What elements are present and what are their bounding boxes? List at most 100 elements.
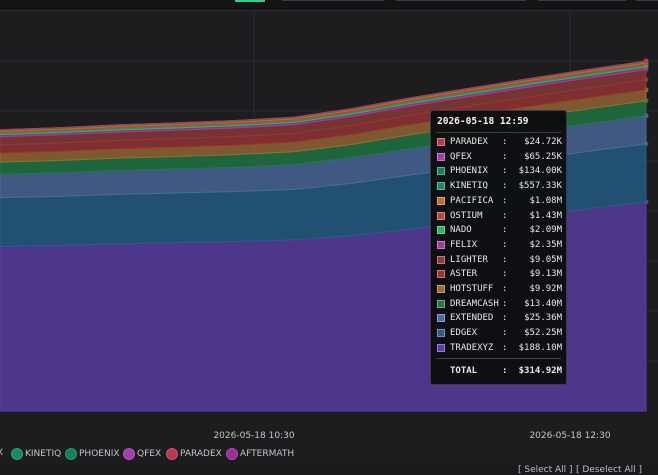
tooltip-row-dreamcash: DREAMCASH: $13.40M	[436, 298, 562, 310]
legend-label: QFEX	[137, 449, 162, 459]
legend-label: PHOENIX	[79, 449, 120, 459]
tooltip-row-felix: FELIX: $2.35M	[436, 239, 562, 251]
tooltip-row-lighter: LIGHTER: $9.05M	[436, 254, 562, 266]
tooltip-divider	[436, 358, 561, 359]
tooltip-colon: :	[502, 342, 508, 353]
tooltip-swatch	[437, 285, 445, 293]
tooltip-colon: :	[502, 269, 508, 280]
tooltip-row-tradexyz: TRADEXYZ: $188.10M	[436, 342, 562, 354]
top-toolbar	[0, 0, 658, 10]
tooltip-swatch	[437, 182, 445, 191]
legend-swatch	[226, 448, 238, 460]
tooltip-series-value: $65.25K	[524, 151, 562, 162]
legend-swatch	[166, 448, 178, 460]
tooltip-row-phoenix: PHOENIX: $134.00K	[436, 165, 562, 177]
tooltip-series-name: EDGEX	[450, 328, 478, 339]
tooltip-series-value: $25.36M	[524, 313, 562, 324]
tooltip-swatch	[437, 152, 445, 161]
tooltip-series-name: QFEX	[450, 151, 472, 162]
tooltip-timestamp: 2026-05-18 12:59	[437, 116, 529, 127]
tooltip-total-label: TOTAL	[450, 366, 478, 376]
series-end-marker	[643, 58, 649, 64]
tooltip-colon: :	[502, 210, 508, 221]
tooltip-swatch	[437, 240, 445, 249]
tooltip-series-name: ASTER	[450, 269, 478, 280]
tooltip-colon: :	[502, 254, 508, 265]
tooltip-row-paradex: PARADEX: $24.72K	[436, 136, 562, 148]
hover-tooltip: 2026-05-18 12:59 PARADEX: $24.72K QFEX: $65…	[430, 110, 567, 385]
tooltip-series-value: $24.72K	[524, 137, 562, 147]
tooltip-total-row: TOTAL : $314.92M	[436, 365, 562, 377]
tooltip-colon: :	[502, 137, 508, 147]
tooltip-colon: :	[502, 151, 508, 162]
tooltip-colon: :	[502, 195, 508, 206]
legend-label: AFTERMATH	[240, 449, 295, 459]
tooltip-series-name: LIGHTER	[450, 254, 488, 265]
tooltip-colon: :	[502, 328, 508, 339]
tooltip-swatch	[437, 226, 445, 235]
toolbar-control[interactable]	[396, 0, 526, 1]
tooltip-row-ostium: OSTIUM: $1.43M	[436, 210, 562, 222]
x-tick-label: 2026-05-18 12:30	[529, 431, 611, 441]
tooltip-row-qfex: QFEX: $65.25K	[436, 151, 562, 163]
tooltip-series-value: $1.43M	[529, 210, 562, 221]
tooltip-series-value: $9.05M	[529, 254, 562, 265]
deselect-all-button[interactable]: [ Deselect All ]	[576, 465, 642, 475]
legend-swatch	[65, 448, 77, 460]
toolbar-control[interactable]	[636, 0, 658, 1]
tooltip-series-value: $557.33K	[518, 181, 562, 192]
tooltip-series-name: FELIX	[450, 239, 478, 250]
tooltip-series-name: PARADEX	[450, 137, 488, 147]
tooltip-series-name: TRADEXYZ	[450, 342, 494, 353]
legend-label: PARADEX	[180, 449, 222, 459]
tooltip-swatch	[437, 211, 445, 220]
tooltip-series-value: $52.25M	[524, 328, 562, 339]
tooltip-row-hotstuff: HOTSTUFF: $9.92M	[436, 283, 562, 295]
tooltip-series-name: EXTENDED	[450, 313, 494, 324]
x-tick-label: 2026-05-18 10:30	[213, 431, 295, 441]
tooltip-row-edgex: EDGEX: $52.25M	[436, 327, 562, 339]
tooltip-series-value: $188.10M	[518, 342, 562, 353]
legend-label: KINETIQ	[25, 449, 62, 459]
tooltip-row-pacifica: PACIFICA: $1.08M	[436, 195, 562, 207]
tooltip-colon: :	[502, 225, 508, 236]
tooltip-swatch	[437, 270, 445, 279]
tooltip-swatch	[437, 167, 445, 176]
active-range-indicator[interactable]	[235, 0, 265, 2]
tooltip-series-name: HOTSTUFF	[450, 284, 494, 294]
toolbar-control[interactable]	[538, 0, 626, 1]
tooltip-colon: :	[502, 313, 508, 324]
tooltip-series-value: $13.40M	[524, 298, 562, 309]
tooltip-series-name: PACIFICA	[450, 195, 494, 206]
tooltip-swatch	[437, 138, 445, 146]
tooltip-colon: :	[502, 166, 508, 177]
tooltip-colon: :	[502, 239, 508, 250]
tooltip-series-value: $2.09M	[529, 225, 562, 236]
tooltip-colon: :	[502, 366, 508, 376]
select-all-button[interactable]: [ Select All ]	[518, 465, 573, 475]
tooltip-series-value: $134.00K	[518, 166, 562, 177]
tooltip-row-aster: ASTER: $9.13M	[436, 268, 562, 280]
tooltip-total-value: $314.92M	[518, 366, 562, 376]
tooltip-colon: :	[502, 298, 508, 309]
tooltip-swatch	[437, 329, 445, 338]
tooltip-series-value: $2.35M	[529, 239, 562, 250]
toolbar-control[interactable]	[282, 0, 384, 1]
tooltip-series-name: KINETIQ	[450, 181, 488, 192]
tooltip-swatch	[437, 314, 445, 323]
tooltip-swatch	[437, 343, 445, 352]
tooltip-colon: :	[502, 181, 508, 192]
tooltip-series-name: OSTIUM	[450, 210, 483, 221]
tooltip-series-value: $9.92M	[529, 284, 562, 294]
tooltip-colon: :	[502, 284, 508, 294]
tooltip-series-name: DREAMCASH	[450, 298, 499, 309]
tooltip-swatch	[437, 299, 445, 308]
tooltip-divider	[436, 132, 561, 133]
tooltip-series-name: PHOENIX	[450, 166, 488, 177]
legend-swatch	[123, 448, 135, 460]
legend-item-partial-label[interactable]: X	[0, 448, 4, 458]
tooltip-series-value: $1.08M	[529, 195, 562, 206]
tooltip-series-value: $9.13M	[529, 269, 562, 280]
tooltip-swatch	[437, 255, 445, 264]
tooltip-swatch	[437, 196, 445, 205]
